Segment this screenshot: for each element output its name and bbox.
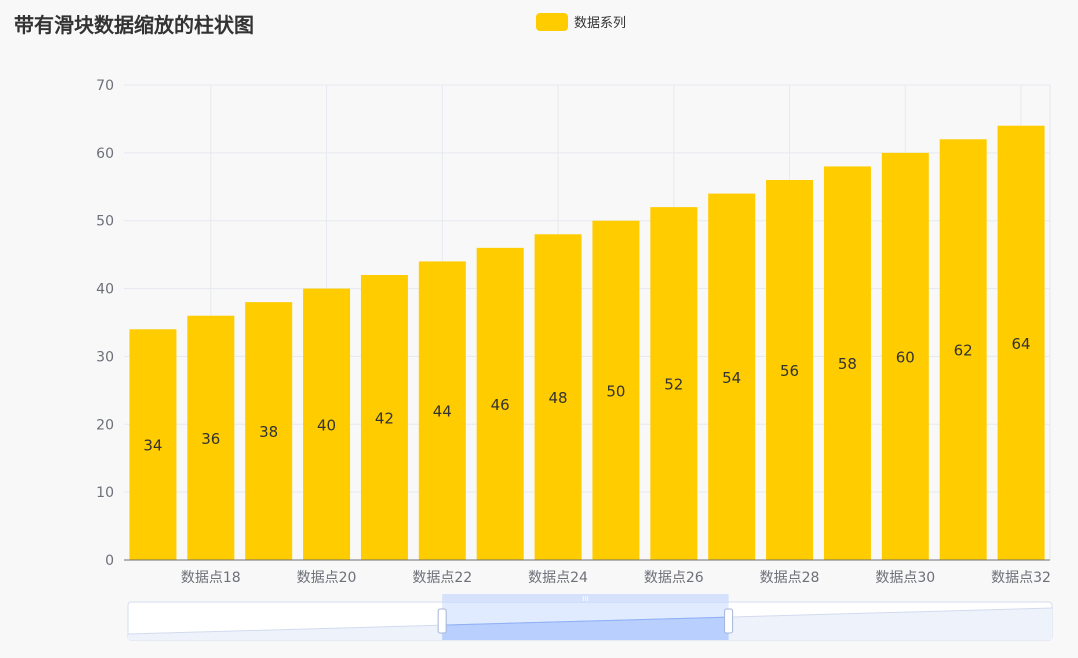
bar-value-label: 36 [201, 430, 220, 448]
bar[interactable] [766, 180, 814, 560]
bar-value-label: 38 [259, 423, 278, 441]
bar-value-label: 34 [143, 437, 162, 455]
bar[interactable] [650, 207, 698, 560]
datazoom-move-handle-label: III [582, 595, 588, 603]
x-tick-label: 数据点32 [991, 570, 1051, 586]
chart-title: 带有滑块数据缩放的柱状图 [14, 13, 254, 37]
y-tick-label: 70 [96, 78, 114, 94]
bar-value-label: 44 [433, 403, 452, 421]
datazoom-start-handle[interactable] [437, 608, 447, 634]
data-labels: 34 36 38 40 42 44 46 48 50 52 54 56 58 60 62 64 [143, 335, 1030, 455]
y-tick-label: 10 [96, 485, 114, 501]
bar[interactable] [592, 220, 640, 560]
bar-value-label: 40 [317, 416, 336, 434]
datazoom-selected-preview [442, 617, 729, 640]
bar[interactable] [997, 125, 1045, 560]
bar-value-label: 48 [549, 389, 568, 407]
x-tick-label: 数据点24 [528, 570, 588, 586]
bar-value-label: 42 [375, 410, 394, 428]
legend[interactable]: 数据系列 [536, 12, 626, 31]
y-tick-label: 30 [96, 349, 114, 365]
bar[interactable] [823, 166, 871, 560]
bars [129, 125, 1045, 561]
bar-value-label: 64 [1012, 335, 1031, 353]
bar-value-label: 62 [954, 342, 973, 360]
bar[interactable] [187, 315, 235, 560]
bar[interactable] [476, 247, 524, 560]
bar[interactable] [708, 193, 756, 561]
legend-label: 数据系列 [574, 16, 627, 31]
bar-value-label: 54 [722, 369, 741, 387]
bar-value-label: 52 [664, 376, 683, 394]
axes: 0 10 20 30 40 50 60 70 数据点18 数据点20 数据点22 数据点24 数据点26… [96, 78, 1051, 586]
x-tick-label: 数据点30 [875, 570, 935, 586]
x-tick-label: 数据点20 [297, 570, 357, 586]
datazoom-preview-area [128, 608, 1052, 640]
datazoom-end-handle[interactable] [724, 608, 734, 634]
datazoom-slider: III [127, 594, 1053, 641]
bar[interactable] [418, 261, 466, 560]
bar[interactable] [245, 302, 293, 560]
bar[interactable] [534, 234, 582, 561]
datazoom-move-bar[interactable] [442, 594, 729, 602]
bar[interactable] [129, 329, 177, 560]
bar-value-label: 58 [838, 355, 857, 373]
y-tick-label: 50 [96, 214, 114, 230]
bar[interactable] [939, 139, 987, 561]
bar-value-label: 56 [780, 362, 799, 380]
legend-swatch [536, 12, 568, 31]
x-tick-label: 数据点22 [412, 570, 472, 586]
bar[interactable] [303, 288, 351, 560]
bar-value-label: 60 [896, 348, 915, 366]
x-tick-label: 数据点28 [760, 570, 820, 586]
bar[interactable] [360, 275, 408, 560]
x-tick-label: 数据点26 [644, 570, 704, 586]
bar-value-label: 50 [606, 382, 625, 400]
datazoom-selected-line [442, 616, 729, 626]
y-tick-label: 0 [105, 553, 114, 569]
y-tick-label: 60 [96, 146, 114, 162]
x-tick-label: 数据点18 [181, 570, 241, 586]
y-tick-label: 40 [96, 282, 114, 298]
y-tick-label: 20 [96, 417, 114, 433]
bar-value-label: 46 [491, 396, 510, 414]
bar[interactable] [881, 152, 929, 560]
